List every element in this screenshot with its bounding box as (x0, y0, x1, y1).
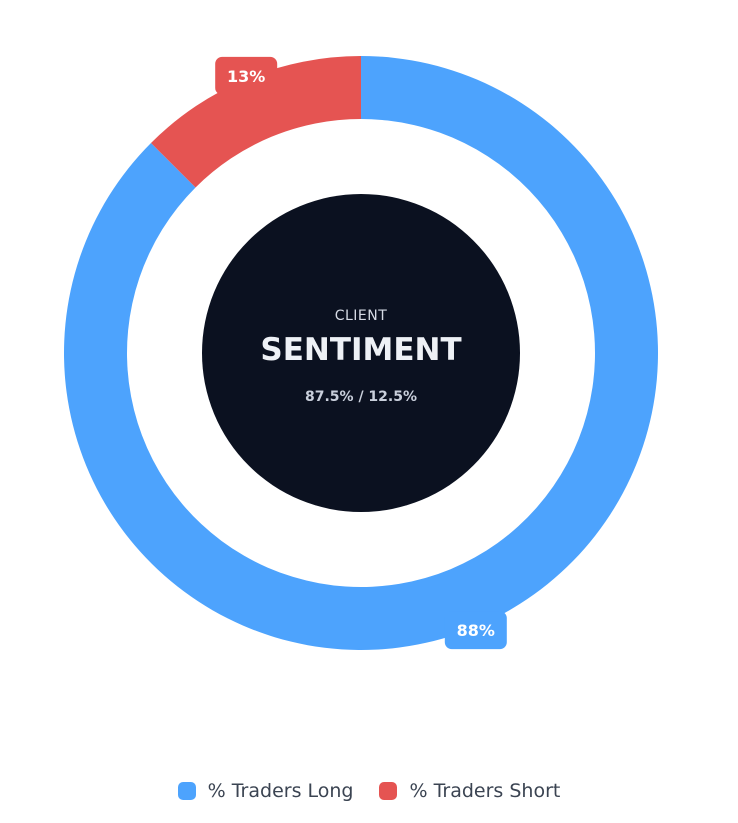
legend: % Traders Long % Traders Short (0, 780, 738, 802)
legend-swatch-long (177, 782, 196, 800)
legend-label-short: % Traders Short (409, 780, 561, 802)
data-label-text-0: 88% (457, 621, 495, 640)
legend-item-long[interactable]: % Traders Long (177, 780, 354, 802)
donut-slice-1[interactable] (150, 56, 361, 188)
data-label-badge-1: 13% (215, 56, 278, 95)
legend-swatch-short (379, 782, 398, 800)
data-label-bg-1 (215, 56, 278, 95)
center-disc (202, 194, 520, 512)
legend-label-long: % Traders Long (207, 780, 354, 802)
data-label-bg-0 (444, 611, 507, 650)
center-label-small: CLIENT (335, 308, 388, 324)
center-ratio-text: 87.5% / 12.5% (305, 389, 417, 405)
sentiment-donut-chart: CLIENT SENTIMENT 87.5% / 12.5% 88% 13% (64, 56, 658, 650)
data-labels: 88% 13% (215, 56, 507, 650)
donut-slices (64, 56, 658, 650)
center-label-big: SENTIMENT (260, 332, 461, 368)
data-label-badge-0: 88% (444, 611, 507, 650)
legend-item-short[interactable]: % Traders Short (379, 780, 560, 802)
data-label-text-1: 13% (227, 67, 265, 86)
